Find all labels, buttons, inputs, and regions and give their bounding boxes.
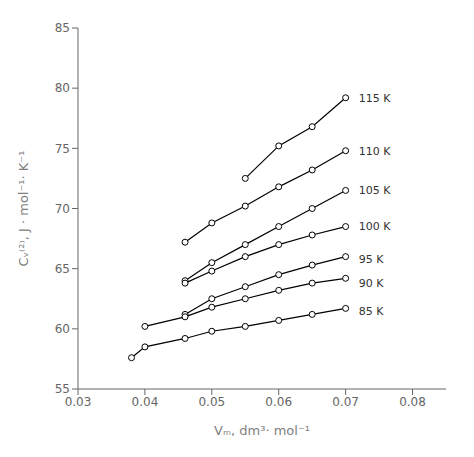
svg-text:60: 60	[55, 322, 70, 336]
svg-text:0.06: 0.06	[265, 395, 292, 409]
svg-text:95 K: 95 K	[359, 253, 384, 266]
svg-text:0.04: 0.04	[132, 395, 159, 409]
svg-text:0.05: 0.05	[198, 395, 225, 409]
svg-text:0.07: 0.07	[332, 395, 359, 409]
svg-text:65: 65	[55, 262, 70, 276]
svg-text:70: 70	[55, 202, 70, 216]
svg-text:Vₘ, dm³· mol⁻¹: Vₘ, dm³· mol⁻¹	[214, 423, 310, 438]
svg-text:0.08: 0.08	[399, 395, 426, 409]
svg-text:85: 85	[55, 21, 70, 35]
svg-text:90 K: 90 K	[359, 277, 384, 290]
svg-text:Cᵥ⁽²⁾, J · mol⁻¹· K⁻¹: Cᵥ⁽²⁾, J · mol⁻¹· K⁻¹	[16, 151, 31, 267]
svg-text:105 K: 105 K	[359, 184, 391, 197]
svg-text:100 K: 100 K	[359, 220, 391, 233]
svg-text:110 K: 110 K	[359, 145, 391, 158]
svg-text:0.03: 0.03	[65, 395, 92, 409]
svg-text:85 K: 85 K	[359, 305, 384, 318]
svg-text:55: 55	[55, 382, 70, 396]
svg-text:75: 75	[55, 142, 70, 156]
svg-text:80: 80	[55, 81, 70, 95]
svg-text:115 K: 115 K	[359, 92, 391, 105]
